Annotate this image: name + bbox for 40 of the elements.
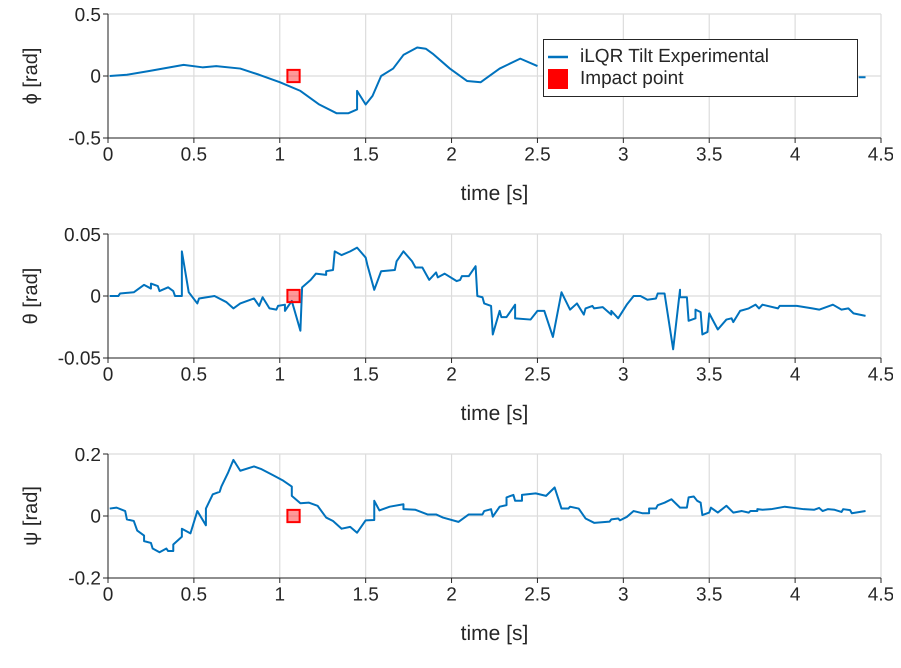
x-tick-label: 2.5: [524, 144, 551, 166]
x-tick-label: 0.5: [180, 584, 208, 606]
x-tick-label: 0.5: [180, 144, 208, 166]
x-tick-label: 4: [790, 144, 801, 166]
x-tick-label: 1: [274, 584, 286, 606]
x-axis-title: time [s]: [460, 182, 528, 205]
x-tick-label: 1.5: [352, 584, 379, 606]
y-tick-label: 0: [90, 506, 101, 528]
x-axis-title: time [s]: [460, 402, 528, 425]
x-tick-label: 2: [446, 144, 457, 166]
y-axis-title: ϕ [rad]: [20, 48, 42, 104]
x-tick-label: 3: [618, 364, 629, 386]
line-series: [108, 246, 867, 350]
legend-label: Impact point: [580, 68, 684, 89]
x-tick-label: 1: [274, 144, 286, 166]
x-tick-label: 1: [274, 364, 286, 386]
x-axis-title: time [s]: [460, 622, 528, 645]
y-axis-title: θ [rad]: [20, 268, 42, 324]
x-tick-label: 4: [790, 584, 801, 606]
line-series: [108, 458, 867, 554]
x-tick-label: 3.5: [696, 364, 722, 386]
y-tick-label: 0: [90, 66, 101, 88]
x-tick-label: 0.5: [180, 364, 208, 386]
x-tick-label: 1.5: [352, 364, 379, 386]
x-tick-label: 2: [446, 584, 457, 606]
x-tick-label: 2.5: [524, 364, 551, 386]
y-tick-label: 0: [90, 286, 101, 308]
x-tick-label: 3.5: [696, 584, 722, 606]
x-tick-label: 3: [618, 584, 629, 606]
x-tick-label: 2.5: [524, 584, 551, 606]
x-tick-label: 2: [446, 364, 457, 386]
x-tick-label: 1.5: [352, 144, 379, 166]
x-tick-label: 4: [790, 364, 801, 386]
y-tick-label: -0.2: [68, 568, 101, 590]
x-tick-label: 3.5: [696, 144, 722, 166]
y-tick-label: -0.5: [68, 128, 101, 150]
x-tick-label: 3: [618, 144, 629, 166]
y-tick-label: -0.05: [58, 348, 101, 370]
y-axis-title: ψ [rad]: [20, 486, 42, 546]
legend-label: iLQR Tilt Experimental: [580, 46, 770, 67]
